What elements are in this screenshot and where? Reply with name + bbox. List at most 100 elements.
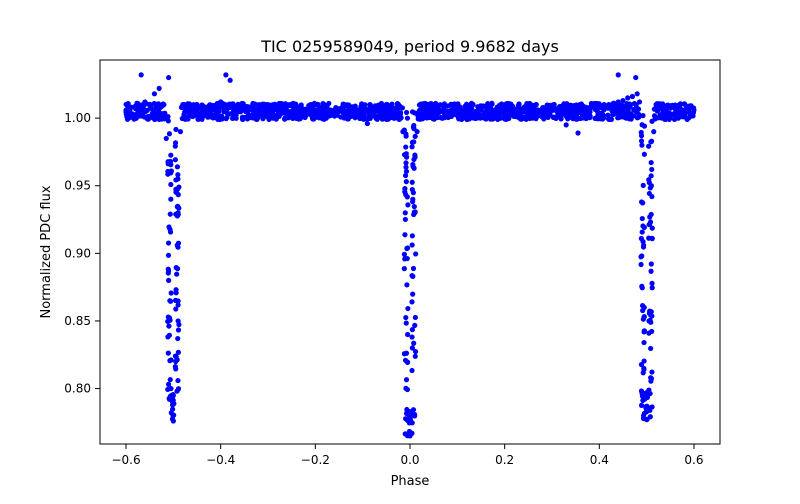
data-point — [648, 345, 654, 352]
data-point — [159, 102, 165, 109]
data-point — [409, 109, 416, 115]
y-tick-label: 0.85 — [64, 314, 91, 328]
data-points — [123, 72, 697, 439]
data-point — [646, 221, 652, 228]
data-point — [571, 112, 577, 118]
data-point — [165, 381, 172, 387]
data-point — [403, 320, 409, 326]
data-point — [606, 116, 612, 122]
data-point — [647, 317, 653, 323]
data-point — [255, 102, 261, 108]
data-point — [165, 240, 172, 246]
data-point — [292, 112, 299, 118]
data-point — [175, 327, 182, 333]
data-point — [272, 114, 278, 120]
data-point — [403, 377, 410, 383]
data-point — [461, 110, 467, 116]
data-point — [620, 97, 626, 104]
data-point — [403, 168, 410, 175]
data-point — [638, 129, 644, 136]
data-point — [124, 101, 130, 107]
y-tick-label: 0.90 — [64, 246, 91, 260]
y-tick-label: 0.80 — [64, 382, 91, 396]
data-point — [671, 111, 677, 117]
data-point — [648, 139, 654, 145]
data-point — [401, 266, 407, 272]
data-point — [172, 143, 178, 149]
data-point — [544, 102, 550, 108]
data-point — [412, 314, 418, 321]
data-point — [629, 93, 636, 100]
data-point — [428, 101, 434, 107]
data-point — [461, 115, 467, 121]
data-point — [413, 251, 419, 257]
data-point — [412, 322, 418, 328]
data-point — [405, 331, 411, 338]
data-point — [647, 185, 653, 191]
data-point — [156, 85, 162, 91]
data-point — [166, 74, 172, 81]
data-point — [638, 138, 645, 144]
data-point — [487, 110, 493, 117]
data-point — [649, 404, 655, 410]
y-axis: 0.80 0.85 0.90 0.95 1.00 — [64, 111, 100, 396]
data-point — [484, 107, 490, 114]
x-tick-label: −0.4 — [206, 453, 235, 467]
data-point — [124, 116, 131, 122]
data-point — [174, 266, 181, 272]
data-point — [284, 111, 290, 117]
data-point — [345, 116, 351, 122]
data-point — [152, 112, 158, 118]
data-point — [409, 179, 415, 185]
data-point — [175, 335, 181, 342]
data-point — [403, 160, 409, 166]
data-point — [641, 329, 647, 335]
data-point — [167, 377, 173, 383]
data-point — [181, 104, 187, 111]
data-point — [404, 282, 410, 288]
data-point — [167, 229, 174, 235]
data-point — [239, 114, 246, 120]
data-point — [402, 186, 408, 192]
data-point — [166, 323, 172, 329]
data-point — [409, 367, 415, 374]
data-point — [643, 390, 649, 396]
data-point — [646, 190, 652, 197]
data-point — [403, 109, 410, 116]
data-point — [409, 139, 416, 145]
data-point — [612, 101, 619, 107]
data-point — [411, 204, 417, 210]
data-point — [404, 245, 411, 251]
data-point — [409, 345, 415, 351]
data-point — [558, 116, 564, 122]
data-point — [622, 103, 628, 110]
data-point — [171, 412, 177, 418]
data-point — [227, 77, 233, 83]
data-point — [587, 104, 593, 110]
data-point — [441, 110, 447, 117]
data-point — [403, 164, 409, 170]
data-point — [224, 114, 230, 121]
data-point — [216, 106, 222, 113]
data-point — [169, 399, 176, 405]
data-point — [634, 91, 640, 97]
data-point — [409, 144, 415, 150]
data-point — [160, 113, 166, 119]
data-point — [638, 402, 645, 408]
x-tick-label: 0.6 — [684, 453, 703, 467]
chart-title: TIC 0259589049, period 9.9682 days — [260, 37, 559, 56]
data-point — [691, 105, 697, 111]
data-point — [403, 350, 410, 356]
data-point — [403, 131, 409, 137]
data-point — [562, 104, 568, 110]
data-point — [452, 101, 458, 107]
data-point — [442, 102, 448, 108]
data-point — [306, 103, 312, 109]
data-point — [175, 172, 181, 178]
data-point — [628, 114, 634, 120]
data-point — [427, 113, 433, 119]
data-point — [402, 216, 408, 223]
data-point — [388, 114, 394, 120]
